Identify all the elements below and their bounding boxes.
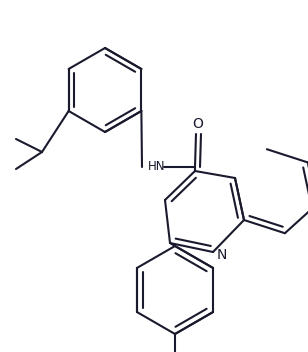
Text: HN: HN [148, 161, 165, 174]
Text: N: N [217, 248, 227, 262]
Text: O: O [192, 117, 204, 131]
